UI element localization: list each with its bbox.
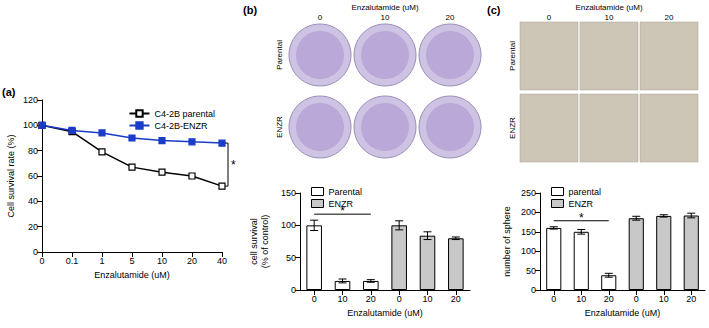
svg-text:50: 50: [286, 253, 296, 263]
svg-text:C4-2B parental: C4-2B parental: [154, 109, 215, 119]
svg-text:ENZR: ENZR: [569, 199, 594, 209]
svg-text:10: 10: [659, 294, 669, 304]
svg-text:C4-2B-ENZR: C4-2B-ENZR: [154, 121, 208, 131]
svg-text:100: 100: [521, 246, 536, 256]
svg-text:20: 20: [451, 294, 461, 304]
svg-text:20: 20: [28, 222, 38, 232]
svg-text:*: *: [231, 158, 236, 172]
svg-text:0: 0: [39, 256, 44, 266]
svg-text:100: 100: [23, 120, 38, 130]
svg-text:parental: parental: [569, 187, 602, 197]
svg-text:200: 200: [521, 207, 536, 217]
svg-text:40: 40: [217, 256, 227, 266]
svg-text:(% of control): (% of control): [260, 215, 270, 269]
svg-text:150: 150: [281, 188, 296, 198]
svg-text:Cell survival rate (%): Cell survival rate (%): [6, 134, 16, 217]
svg-text:*: *: [579, 211, 584, 225]
svg-text:ENZR: ENZR: [328, 198, 353, 209]
svg-text:*: *: [340, 204, 345, 218]
svg-text:20: 20: [187, 256, 197, 266]
svg-text:50: 50: [526, 266, 536, 276]
svg-text:5: 5: [129, 256, 134, 266]
svg-text:0: 0: [397, 294, 402, 304]
svg-text:250: 250: [521, 188, 536, 198]
svg-text:20: 20: [446, 13, 455, 22]
svg-text:ENZR: ENZR: [275, 116, 284, 138]
svg-text:10: 10: [381, 13, 390, 22]
svg-text:0: 0: [551, 294, 556, 304]
svg-text:Parental: Parental: [329, 187, 363, 197]
svg-text:cell survival: cell survival: [249, 218, 259, 265]
svg-text:0.1: 0.1: [66, 256, 79, 266]
svg-text:20: 20: [686, 294, 696, 304]
svg-text:Enzalutamide (uM): Enzalutamide (uM): [351, 3, 418, 12]
svg-text:120: 120: [23, 95, 38, 105]
svg-text:1: 1: [99, 256, 104, 266]
svg-text:10: 10: [337, 294, 347, 304]
svg-text:80: 80: [28, 146, 38, 156]
svg-text:10: 10: [422, 294, 432, 304]
svg-text:150: 150: [521, 227, 536, 237]
svg-text:0: 0: [634, 294, 639, 304]
svg-text:0: 0: [531, 285, 536, 295]
svg-text:0: 0: [318, 13, 323, 22]
svg-text:40: 40: [28, 196, 38, 206]
svg-text:10: 10: [157, 256, 167, 266]
svg-text:100: 100: [281, 220, 296, 230]
svg-text:Enzalutamide (uM): Enzalutamide (uM): [585, 308, 661, 318]
svg-text:Parental: Parental: [275, 40, 284, 70]
svg-text:0: 0: [33, 247, 38, 257]
svg-text:Enzalutamide (uM): Enzalutamide (uM): [575, 3, 642, 12]
svg-text:0: 0: [547, 13, 552, 22]
svg-text:Enzalutamide (uM): Enzalutamide (uM): [94, 270, 170, 280]
svg-text:10: 10: [576, 294, 586, 304]
svg-text:20: 20: [604, 294, 614, 304]
svg-text:Enzalutamide (uM): Enzalutamide (uM): [347, 308, 423, 318]
svg-text:number of sphere: number of sphere: [502, 206, 512, 277]
svg-text:0: 0: [312, 294, 317, 304]
svg-text:(a): (a): [2, 86, 16, 98]
svg-text:60: 60: [28, 171, 38, 181]
svg-text:(c): (c): [487, 4, 501, 16]
svg-text:20: 20: [366, 294, 376, 304]
svg-text:10: 10: [605, 13, 614, 22]
svg-text:ENZR: ENZR: [508, 117, 517, 139]
svg-text:(b): (b): [243, 4, 257, 16]
svg-text:0: 0: [291, 285, 296, 295]
svg-text:20: 20: [665, 13, 674, 22]
svg-text:Parental: Parental: [508, 41, 517, 71]
